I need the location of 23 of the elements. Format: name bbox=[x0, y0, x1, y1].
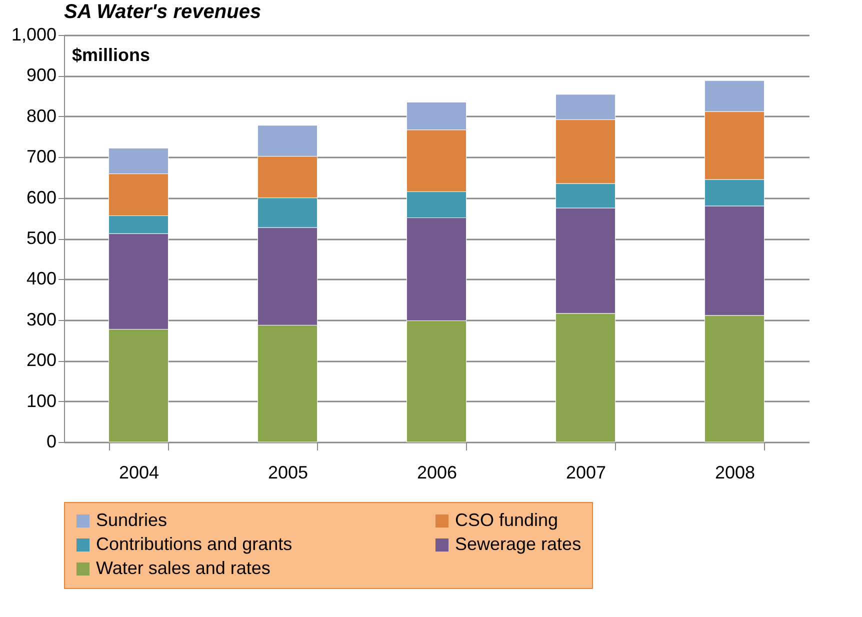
x-tick-label: 2008 bbox=[714, 462, 756, 482]
x-tick-label: 2004 bbox=[118, 462, 160, 482]
y-tick-label: 400 bbox=[26, 268, 56, 289]
legend-label: Sewerage rates bbox=[455, 534, 582, 554]
legend-label: CSO funding bbox=[455, 510, 558, 530]
legend-label: Contributions and grants bbox=[96, 534, 292, 554]
y-tick-label: 800 bbox=[26, 106, 56, 126]
x-tick-label: 2005 bbox=[268, 462, 308, 482]
y-tick-label: 100 bbox=[26, 390, 56, 411]
legend-label: Water sales and rates bbox=[96, 558, 270, 578]
y-tick-label: 200 bbox=[26, 350, 56, 370]
x-tick-label: 2007 bbox=[566, 462, 606, 482]
y-tick-label: 0 bbox=[46, 432, 56, 452]
y-tick-label: 900 bbox=[26, 65, 56, 86]
y-tick-label: 300 bbox=[26, 309, 56, 330]
y-tick-label: 500 bbox=[26, 228, 56, 248]
x-tick-label: 2006 bbox=[416, 462, 458, 482]
y-tick-label: 600 bbox=[26, 187, 56, 208]
chart-title: SA Water's revenues bbox=[64, 1, 262, 23]
legend-label: Sundries bbox=[96, 510, 168, 530]
y-tick-label: 700 bbox=[26, 146, 56, 167]
annotation: $millions bbox=[72, 45, 150, 65]
y-tick-label: 1,000 bbox=[11, 24, 56, 44]
